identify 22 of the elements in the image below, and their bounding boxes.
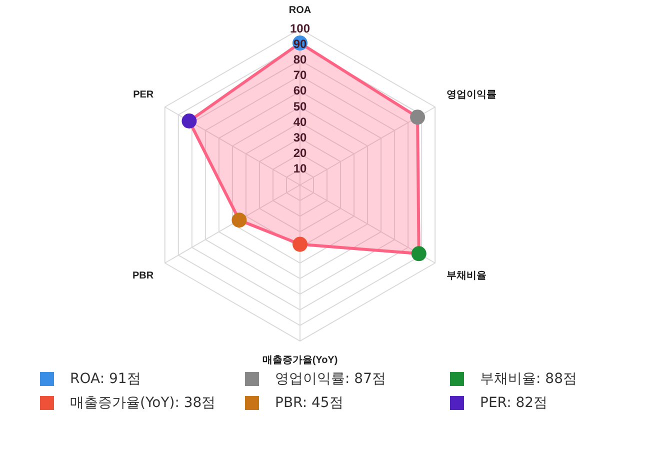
spoke-label: PER xyxy=(133,89,154,100)
y-tick-label: 10 xyxy=(293,162,307,176)
y-tick-label: 30 xyxy=(293,130,307,145)
spoke-label: 영업이익률 xyxy=(446,89,496,100)
y-tick-label: 50 xyxy=(293,99,307,114)
spoke-label: 매출증가율(YoY) xyxy=(262,354,338,366)
text: 부채비율: 88점 xyxy=(480,370,577,388)
text: PER: 82점 xyxy=(480,394,548,412)
spoke-label: ROA xyxy=(288,4,312,16)
y-tick-label: 70 xyxy=(293,68,307,82)
spoke-label: PBR xyxy=(132,270,154,282)
y-tick-label: 60 xyxy=(293,84,307,98)
y-tick-label: 40 xyxy=(293,114,307,129)
text: 매출증가율(YoY): 38점 xyxy=(70,394,216,412)
y-tick-label: 90 xyxy=(293,36,307,51)
text: ROA: 91점 xyxy=(70,370,141,388)
text: 영업이익률: 87점 xyxy=(275,370,386,388)
text: PBR: 45점 xyxy=(275,394,344,412)
y-tick-label: 20 xyxy=(293,146,307,160)
y-tick-label: 100 xyxy=(290,21,310,36)
spoke-label: 부채비율 xyxy=(446,270,486,282)
y-tick-label: 80 xyxy=(293,52,307,67)
